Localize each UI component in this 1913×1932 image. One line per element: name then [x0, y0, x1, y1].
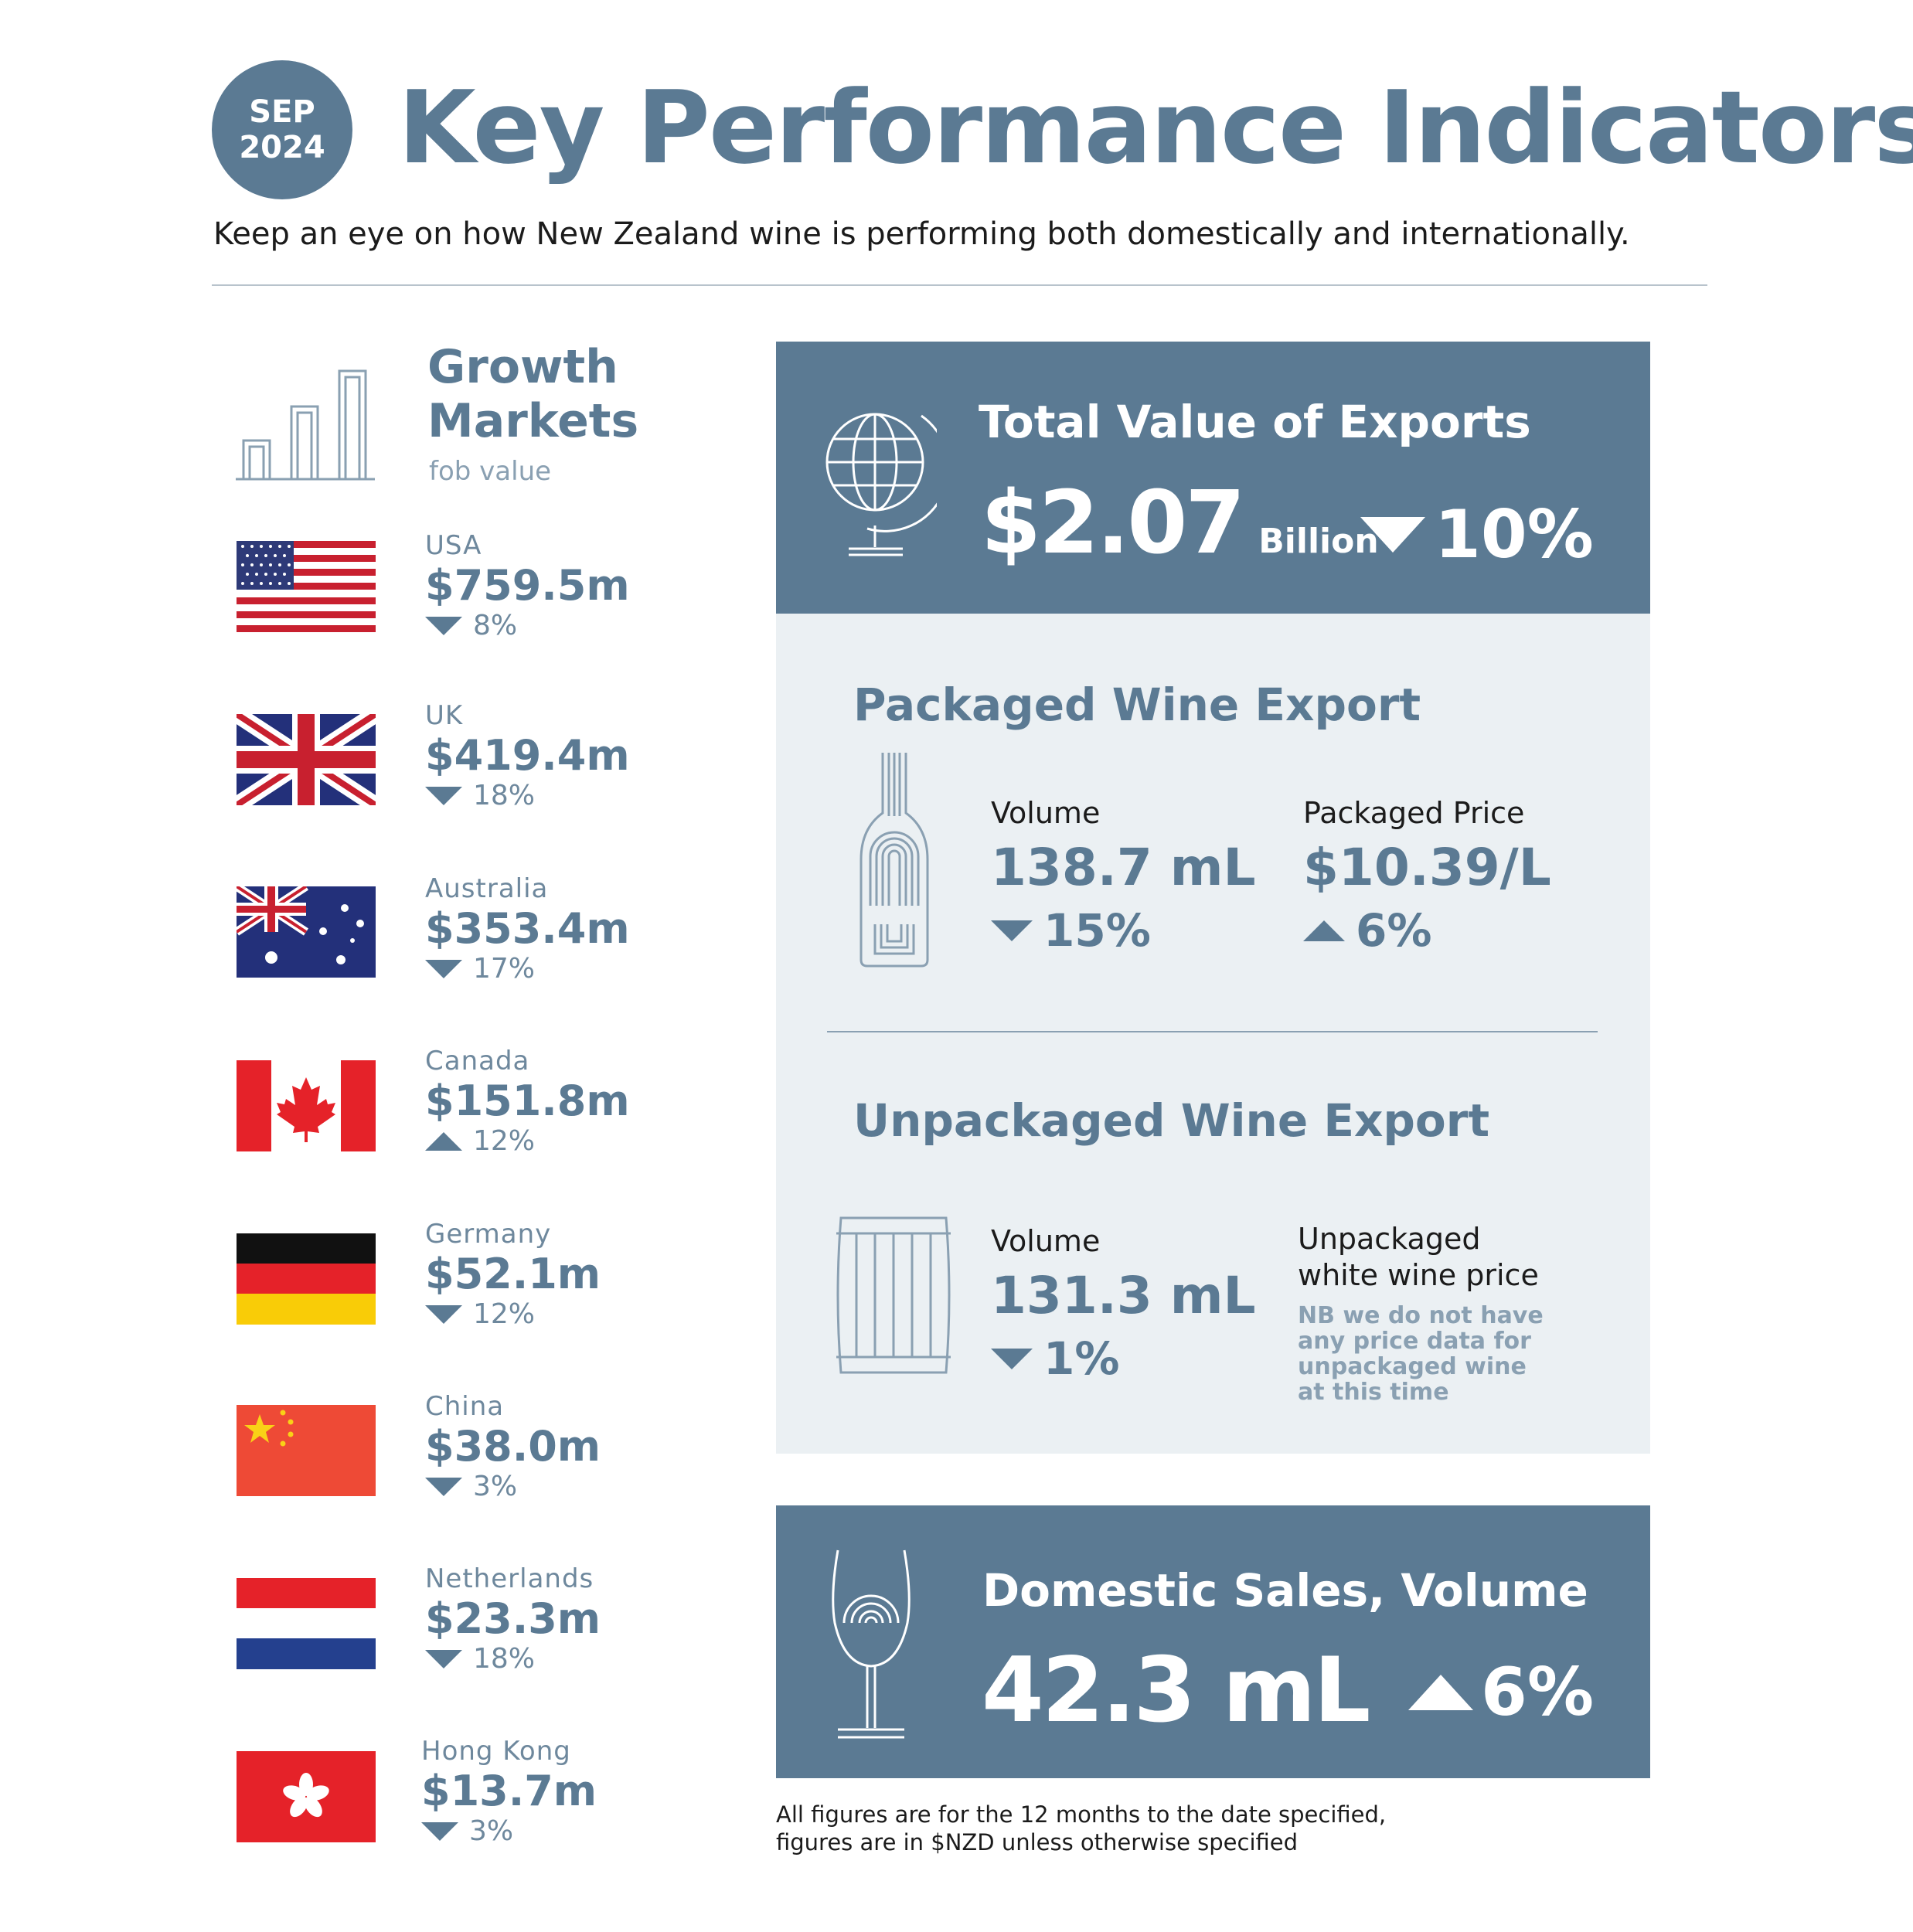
exports-figure: $2.07 Billion [981, 473, 1379, 573]
packaged-price-value: $10.39/L [1303, 838, 1551, 897]
growth-markets-title: Growth Markets [427, 340, 639, 448]
bar-chart-icon [236, 369, 375, 481]
market-australia: Australia $353.4m 17% [425, 873, 630, 985]
canada-flag-icon [237, 1060, 376, 1151]
market-value: $759.5m [425, 561, 630, 610]
market-value: $38.0m [425, 1422, 601, 1471]
market-change: 17% [425, 953, 630, 985]
germany-flag-icon [237, 1233, 376, 1325]
down-arrow-icon [991, 1348, 1033, 1369]
header-divider [212, 284, 1707, 286]
market-germany: Germany $52.1m 12% [425, 1219, 601, 1330]
packaged-price-label: Packaged Price [1303, 796, 1525, 830]
footnote: All figures are for the 12 months to the… [776, 1801, 1387, 1855]
netherlands-flag-icon [237, 1578, 376, 1669]
exports-detail-panel: Packaged Wine Export Volume 138.7 mL 15%… [776, 614, 1650, 1454]
market-value: $13.7m [421, 1767, 597, 1815]
china-flag-icon [237, 1405, 376, 1496]
market-uk: UK $419.4m 18% [425, 700, 630, 811]
market-china: China $38.0m 3% [425, 1391, 601, 1502]
section-divider [827, 1031, 1598, 1032]
wine-glass-icon [832, 1549, 911, 1739]
market-name: China [425, 1391, 505, 1422]
up-arrow-icon [1303, 920, 1345, 941]
down-arrow-icon [991, 920, 1033, 941]
exports-unit: Billion [1258, 522, 1379, 561]
down-arrow-icon [421, 1821, 458, 1841]
packaged-price-change: 6% [1303, 904, 1431, 957]
down-arrow-icon [425, 1477, 462, 1496]
date-badge: SEP 2024 [212, 60, 352, 199]
domestic-value: 42.3 mL [982, 1638, 1370, 1743]
market-name: Germany [425, 1219, 552, 1250]
domestic-title: Domestic Sales, Volume [982, 1564, 1588, 1617]
badge-month: SEP [249, 94, 315, 130]
market-value: $419.4m [425, 731, 630, 780]
exports-title: Total Value of Exports [979, 396, 1531, 448]
market-change: 18% [425, 780, 630, 811]
domestic-panel: Domestic Sales, Volume 42.3 mL 6% [776, 1505, 1650, 1778]
market-name: Hong Kong [421, 1736, 571, 1767]
market-change: 3% [425, 1471, 601, 1502]
down-arrow-icon [425, 1304, 462, 1324]
market-value: $151.8m [425, 1077, 630, 1125]
packaged-volume-change: 15% [991, 904, 1151, 957]
market-value: $52.1m [425, 1250, 601, 1298]
market-change: 3% [421, 1815, 597, 1847]
down-arrow-icon [1360, 517, 1425, 553]
growth-markets-subtitle: fob value [429, 456, 552, 487]
globe-icon [825, 413, 937, 556]
down-arrow-icon [425, 1649, 462, 1668]
down-arrow-icon [425, 616, 462, 635]
up-arrow-icon [1408, 1675, 1473, 1710]
market-name: Australia [425, 873, 549, 904]
unpackaged-price-label: Unpackaged white wine price [1298, 1222, 1539, 1292]
unpackaged-title: Unpackaged Wine Export [853, 1094, 1490, 1147]
usa-flag-icon [237, 541, 376, 632]
market-name: UK [425, 700, 464, 731]
unpackaged-volume-label: Volume [991, 1224, 1101, 1258]
page-title: Key Performance Indicators [398, 69, 1913, 186]
market-usa: USA $759.5m 8% [425, 530, 630, 641]
exports-change: 10% [1360, 496, 1594, 573]
market-name: Netherlands [425, 1563, 594, 1594]
market-name: Canada [425, 1046, 530, 1077]
packaged-volume-value: 138.7 mL [991, 838, 1256, 897]
packaged-volume-label: Volume [991, 796, 1101, 830]
up-arrow-icon [425, 1131, 462, 1151]
packaged-title: Packaged Wine Export [853, 679, 1421, 731]
down-arrow-icon [425, 786, 462, 805]
hong-kong-flag-icon [237, 1751, 376, 1842]
badge-year: 2024 [239, 130, 325, 165]
market-canada: Canada $151.8m 12% [425, 1046, 630, 1157]
market-change: 12% [425, 1125, 630, 1157]
market-name: USA [425, 530, 482, 561]
market-netherlands: Netherlands $23.3m 18% [425, 1563, 601, 1675]
unpackaged-volume-change: 1% [991, 1332, 1119, 1385]
domestic-change: 6% [1408, 1654, 1594, 1731]
unpackaged-volume-value: 131.3 mL [991, 1266, 1256, 1325]
exports-panel: Total Value of Exports $2.07 Billion 10% [776, 342, 1650, 614]
market-change: 12% [425, 1298, 601, 1330]
wine-bottle-icon [859, 753, 929, 968]
unpackaged-price-note: NB we do not have any price data for unp… [1298, 1302, 1544, 1406]
market-hong-kong: Hong Kong $13.7m 3% [421, 1736, 597, 1847]
market-value: $23.3m [425, 1594, 601, 1643]
australia-flag-icon [237, 886, 376, 978]
uk-flag-icon [237, 714, 376, 805]
market-change: 8% [425, 610, 630, 641]
wine-barrel-icon [836, 1216, 951, 1374]
market-value: $353.4m [425, 904, 630, 953]
page-subtitle: Keep an eye on how New Zealand wine is p… [213, 216, 1630, 252]
market-change: 18% [425, 1643, 601, 1675]
down-arrow-icon [425, 959, 462, 978]
exports-value: $2.07 [981, 473, 1245, 573]
